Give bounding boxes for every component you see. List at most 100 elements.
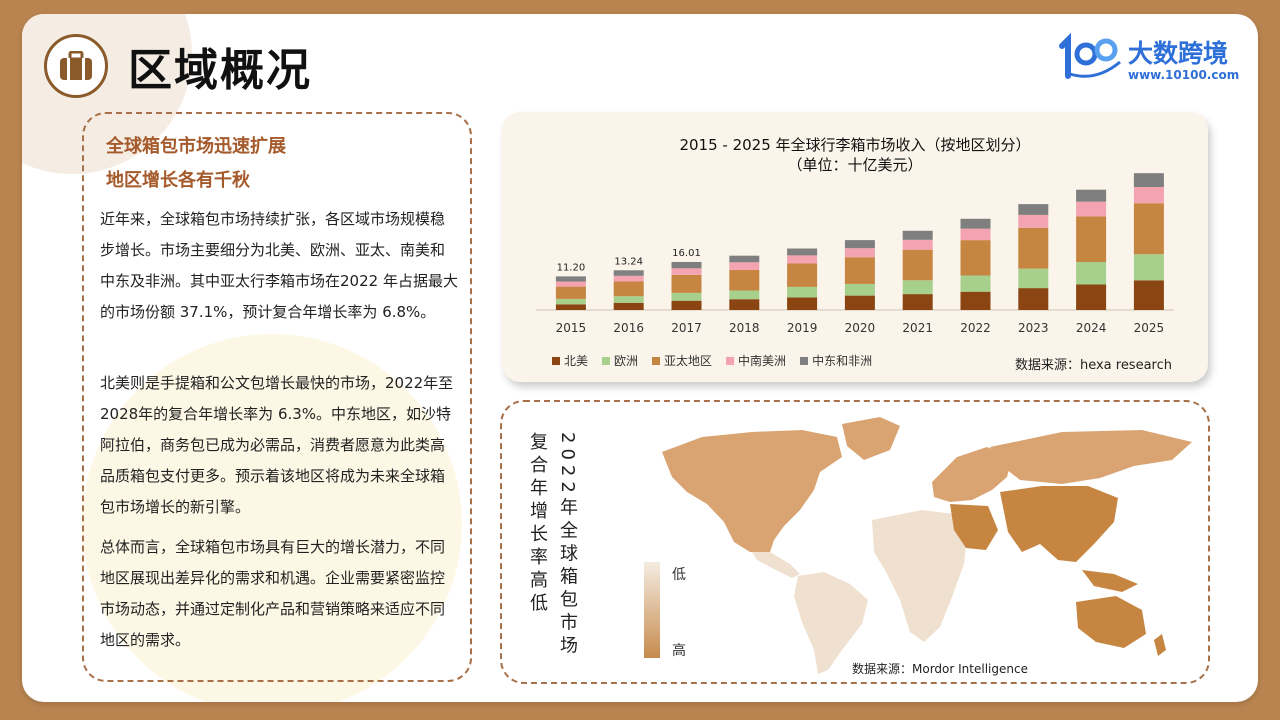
bar-segment — [555, 298, 586, 305]
page-title: 区域概况 — [128, 45, 312, 96]
bar-segment — [844, 248, 875, 258]
bar-segment — [729, 290, 760, 300]
paragraph-3: 总体而言，全球箱包市场具有巨大的增长潜力，不同地区展现出差异化的需求和机遇。企业… — [100, 538, 446, 649]
bar-segment — [729, 255, 760, 263]
data-label: 11.20 — [557, 262, 586, 273]
x-tick-label: 2024 — [1076, 321, 1107, 335]
bar-segment — [960, 291, 991, 310]
bar-segment — [1133, 203, 1164, 255]
bar-segment — [902, 230, 933, 240]
bar-segment — [671, 292, 702, 301]
chart-legend: 北美 欧洲 亚太地区 中南美洲 中东和非洲 — [552, 352, 872, 369]
bar-segment — [555, 281, 586, 287]
map-southeast-asia — [1082, 570, 1138, 592]
text-panel: 全球箱包市场迅速扩展 地区增长各有千秋 近年来，全球箱包市场持续扩张，各区域市场… — [82, 112, 472, 682]
map-europe — [932, 447, 1012, 502]
bar-segment — [1133, 254, 1164, 281]
logo-name: 大数跨境 — [1128, 39, 1229, 68]
stacked-bar-chart: 2015 11.20 2016 13.24 2017 16.01 2018 2019 2020 2… — [536, 173, 1174, 335]
x-tick-label: 2017 — [671, 321, 702, 335]
bar-segment — [844, 295, 875, 310]
bar-segment — [671, 300, 702, 310]
bar-segment — [844, 283, 875, 296]
x-tick-label: 2015 — [556, 321, 587, 335]
x-tick-label: 2020 — [845, 321, 876, 335]
bar-segment — [1018, 268, 1049, 289]
logo-url[interactable]: www.10100.com — [1128, 68, 1240, 82]
map-title-part-1: 2022年全球箱包市场 — [557, 432, 578, 659]
paragraph-2: 北美则是手提箱和公文包增长最快的市场，2022年至2028年的复合年增长率为 6… — [100, 374, 454, 516]
bar-segment — [729, 269, 760, 291]
suitcase-icon — [44, 34, 108, 98]
bar-segment — [1076, 262, 1107, 285]
world-map — [662, 417, 1192, 674]
bar-segment — [1018, 227, 1049, 269]
legend-swatch — [552, 356, 560, 365]
legend-label: 中南美洲 — [738, 354, 787, 368]
bar-segment — [960, 275, 991, 292]
data-label: 13.24 — [614, 256, 643, 267]
bar-segment — [1133, 280, 1164, 310]
bar-segment — [613, 275, 644, 282]
bar-segment — [613, 281, 644, 297]
legend-item: 亚太地区 — [652, 352, 712, 369]
bar-segment — [555, 286, 586, 299]
legend-label: 亚太地区 — [664, 354, 713, 368]
map-south-america — [794, 572, 868, 674]
bar-segment — [729, 262, 760, 270]
bar-segment — [1018, 214, 1049, 228]
bar-segment — [787, 248, 818, 256]
map-north-asia — [990, 430, 1192, 484]
map-title-part-2: 复合年增长率高低 — [527, 432, 548, 616]
legend-item: 中东和非洲 — [800, 352, 872, 369]
bar-segment — [960, 228, 991, 241]
x-tick-label: 2018 — [729, 321, 760, 335]
chart-subtitle: （单位：十亿美元） — [787, 156, 923, 174]
brand-logo: 大数跨境 www.10100.com — [1056, 32, 1242, 92]
bar-segment — [1076, 284, 1107, 310]
legend-item: 北美 — [552, 352, 588, 369]
bar-segment — [1133, 187, 1164, 204]
bar-segment — [902, 249, 933, 281]
bar-segment — [787, 255, 818, 264]
chart-source: 数据来源：hexa research — [1014, 358, 1172, 373]
bar-segment — [844, 240, 875, 249]
map-source: 数据来源：Mordor Intelligence — [852, 662, 1028, 676]
bar-segment — [1076, 201, 1107, 217]
subtitle-2: 地区增长各有千秋 — [106, 170, 250, 191]
legend-label: 北美 — [564, 354, 589, 368]
bar-segment — [787, 263, 818, 287]
bar-segment — [671, 268, 702, 275]
slide: 区域概况 大数跨境 www.10100.com 全球箱包市场迅速扩展 地区增长各… — [22, 14, 1258, 702]
map-panel: 2022年全球箱包市场 复合年增长率高低 低 高 — [500, 400, 1210, 684]
bar-segment — [555, 276, 586, 282]
legend-high-label: 高 — [672, 643, 686, 659]
x-tick-label: 2016 — [613, 321, 644, 335]
bar-segment — [844, 257, 875, 284]
map-middle-east — [950, 504, 998, 550]
bar-segment — [960, 218, 991, 229]
bar-segment — [555, 304, 586, 310]
subtitle-1: 全球箱包市场迅速扩展 — [106, 136, 286, 157]
map-australia — [1076, 596, 1146, 648]
legend-item: 欧洲 — [602, 352, 638, 369]
bar-segment — [613, 270, 644, 276]
data-label: 16.01 — [672, 248, 701, 259]
bar-segment — [1076, 189, 1107, 202]
logo-mark-icon — [1059, 32, 1121, 79]
bar-segment — [1133, 173, 1164, 187]
map-asia-pacific — [1000, 486, 1118, 562]
paragraph-1: 近年来，全球箱包市场持续扩张，各区域市场规模稳步增长。市场主要细分为北美、欧洲、… — [100, 210, 458, 321]
bar-segment — [729, 299, 760, 310]
legend-swatch — [800, 356, 809, 365]
bar-segment — [1018, 288, 1049, 310]
legend-label: 中东和非洲 — [812, 354, 873, 368]
bar-segment — [613, 302, 644, 310]
bar-segment — [613, 296, 644, 303]
x-tick-label: 2021 — [902, 321, 933, 335]
x-tick-label: 2019 — [787, 321, 818, 335]
bar-segment — [902, 280, 933, 295]
x-tick-label: 2023 — [1018, 321, 1049, 335]
legend-swatch — [602, 356, 611, 365]
bar-segment — [1018, 204, 1049, 215]
